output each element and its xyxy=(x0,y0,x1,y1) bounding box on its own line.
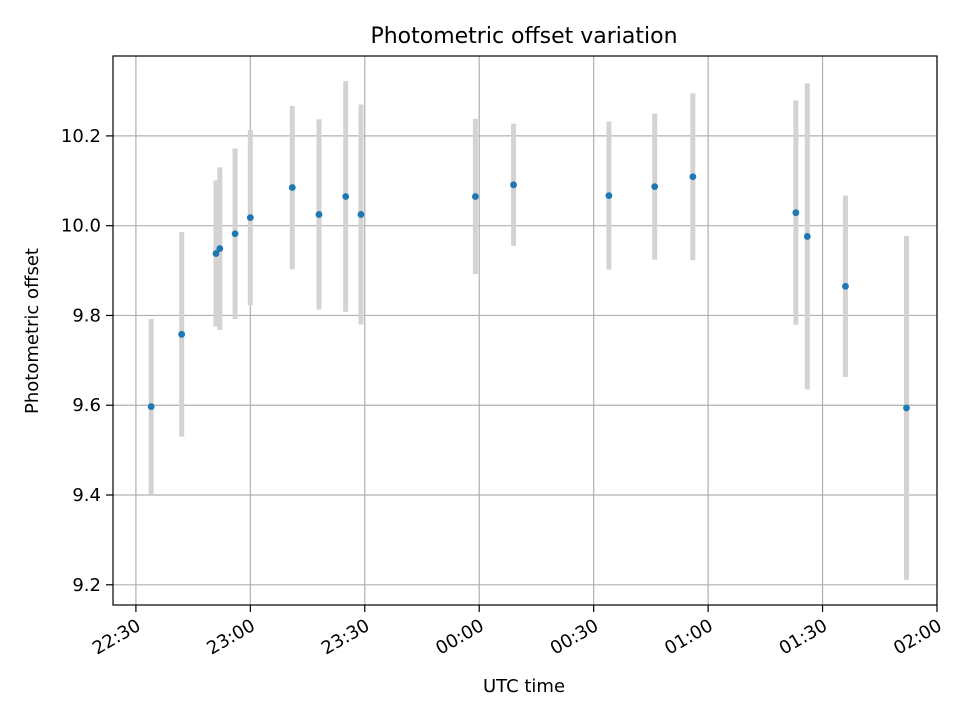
data-point xyxy=(147,403,155,410)
data-point xyxy=(231,230,239,238)
data-point xyxy=(288,184,296,191)
y-axis-label: Photometric offset xyxy=(22,248,43,414)
y-tick-label: 9.4 xyxy=(72,485,101,506)
y-tick-label: 10.0 xyxy=(61,216,101,237)
data-point xyxy=(216,245,224,252)
data-point xyxy=(178,330,186,338)
data-point xyxy=(510,181,517,189)
data-points xyxy=(147,173,910,412)
grid-lines xyxy=(113,56,938,605)
y-axis-ticks: 9.2 9.4 9.6 9.8 10.0 10.2 xyxy=(61,126,113,596)
chart-title: Photometric offset variation xyxy=(370,24,677,49)
data-point xyxy=(689,173,697,181)
data-point xyxy=(357,211,365,218)
x-axis-label: UTC time xyxy=(483,676,565,697)
data-point xyxy=(605,192,613,200)
y-tick-label: 9.8 xyxy=(72,305,101,326)
data-point xyxy=(246,214,254,222)
data-point xyxy=(842,282,849,290)
y-tick-label: 9.2 xyxy=(72,575,101,596)
data-point xyxy=(803,233,811,240)
data-point xyxy=(792,209,800,217)
data-point xyxy=(651,183,659,191)
plot-frame xyxy=(112,55,938,606)
y-tick-label: 10.2 xyxy=(61,126,101,147)
data-point xyxy=(212,250,220,257)
data-point xyxy=(903,404,910,412)
data-point xyxy=(472,193,479,200)
data-point xyxy=(342,193,350,200)
data-point xyxy=(315,211,323,218)
y-tick-label: 9.6 xyxy=(72,395,101,416)
